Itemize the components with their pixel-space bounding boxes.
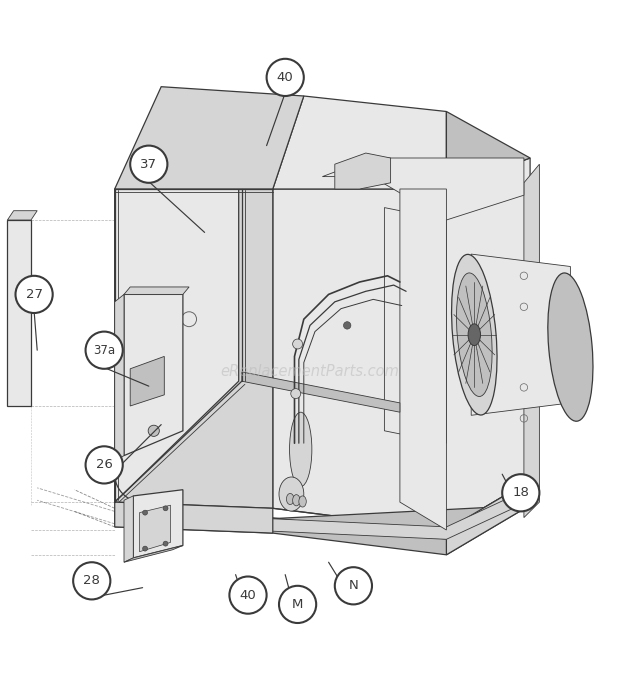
- Text: 27: 27: [25, 288, 43, 301]
- Circle shape: [143, 510, 148, 515]
- Circle shape: [163, 506, 168, 510]
- Polygon shape: [273, 96, 446, 189]
- Polygon shape: [124, 287, 189, 294]
- Circle shape: [291, 389, 301, 398]
- Polygon shape: [115, 505, 530, 555]
- Text: 37: 37: [140, 158, 157, 171]
- Polygon shape: [446, 111, 530, 189]
- Circle shape: [86, 447, 123, 484]
- Ellipse shape: [279, 477, 304, 511]
- Text: 28: 28: [83, 574, 100, 588]
- Polygon shape: [471, 254, 570, 416]
- Circle shape: [16, 276, 53, 313]
- Polygon shape: [446, 480, 530, 555]
- Polygon shape: [335, 153, 391, 189]
- Circle shape: [335, 567, 372, 604]
- Text: 18: 18: [512, 486, 529, 499]
- Polygon shape: [115, 294, 124, 462]
- Text: M: M: [292, 598, 303, 611]
- Polygon shape: [242, 372, 400, 412]
- Polygon shape: [133, 490, 183, 558]
- Text: 40: 40: [239, 589, 257, 601]
- Polygon shape: [384, 208, 446, 443]
- Polygon shape: [400, 189, 446, 530]
- Polygon shape: [115, 502, 273, 533]
- Polygon shape: [140, 505, 170, 552]
- Polygon shape: [7, 211, 37, 220]
- Polygon shape: [124, 294, 183, 455]
- Ellipse shape: [456, 273, 492, 396]
- Polygon shape: [115, 189, 239, 502]
- Text: 40: 40: [277, 71, 294, 84]
- Circle shape: [279, 585, 316, 623]
- Polygon shape: [273, 158, 530, 530]
- Polygon shape: [115, 87, 304, 189]
- Circle shape: [143, 546, 148, 551]
- Circle shape: [73, 562, 110, 599]
- Polygon shape: [524, 164, 539, 517]
- Circle shape: [130, 146, 167, 183]
- Ellipse shape: [286, 493, 294, 504]
- Text: 26: 26: [95, 458, 113, 471]
- Circle shape: [163, 541, 168, 546]
- Ellipse shape: [290, 412, 312, 486]
- Circle shape: [148, 425, 159, 436]
- Polygon shape: [7, 220, 31, 406]
- Circle shape: [502, 474, 539, 511]
- Circle shape: [267, 58, 304, 96]
- Polygon shape: [124, 496, 133, 562]
- Polygon shape: [130, 356, 164, 406]
- Circle shape: [343, 322, 351, 329]
- Polygon shape: [124, 546, 183, 562]
- Ellipse shape: [293, 495, 300, 506]
- Polygon shape: [115, 486, 533, 539]
- Circle shape: [293, 339, 303, 349]
- Text: 37a: 37a: [93, 344, 115, 356]
- Circle shape: [229, 577, 267, 614]
- Text: eReplacementParts.com: eReplacementParts.com: [221, 365, 399, 379]
- Ellipse shape: [548, 273, 593, 421]
- Polygon shape: [115, 189, 273, 508]
- Polygon shape: [322, 158, 524, 220]
- Ellipse shape: [451, 255, 497, 415]
- Ellipse shape: [468, 324, 481, 345]
- Text: N: N: [348, 579, 358, 592]
- Circle shape: [86, 332, 123, 369]
- Ellipse shape: [299, 496, 306, 507]
